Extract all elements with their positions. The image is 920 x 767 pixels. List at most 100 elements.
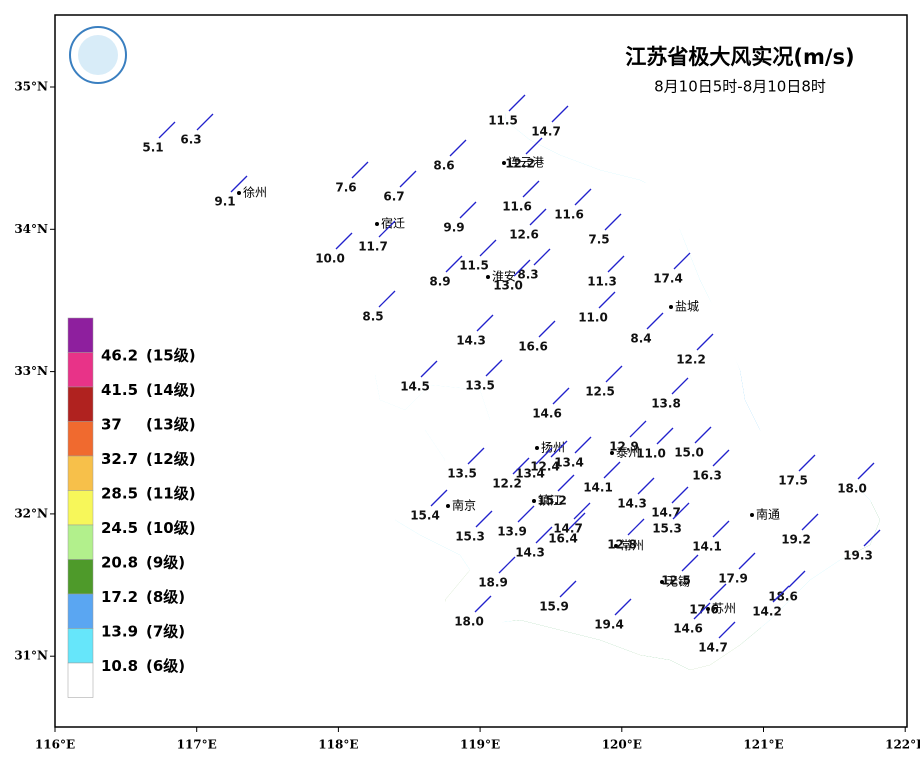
station-value: 14.5 — [400, 380, 430, 394]
station-value: 15.3 — [652, 522, 682, 536]
city-name: 泰州 — [616, 446, 640, 460]
city-dot — [486, 275, 490, 279]
wind-barb — [498, 556, 516, 574]
legend-swatch — [67, 386, 94, 422]
legend-swatch — [67, 524, 94, 560]
legend-swatch — [67, 421, 94, 457]
wind-barb — [607, 255, 625, 273]
station-value: 8.5 — [362, 310, 383, 324]
y-tick-label: 34°N — [14, 222, 48, 236]
wind-barb — [335, 232, 353, 250]
wind-barb — [712, 449, 730, 467]
wind-barb — [772, 585, 790, 603]
wind-barb — [445, 255, 463, 273]
city-dot — [535, 446, 539, 450]
city-name: 扬州 — [541, 440, 565, 455]
station-value: 7.6 — [335, 181, 356, 195]
wind-barb — [798, 454, 816, 472]
legend-level: (13级) — [146, 416, 196, 434]
station-value: 18.0 — [837, 482, 867, 496]
legend-level: (15级) — [146, 347, 196, 365]
wind-barb — [605, 365, 623, 383]
wind-barb — [508, 94, 526, 112]
legend-value: 46.2 — [101, 347, 138, 365]
wind-barb — [513, 259, 531, 277]
station-value: 18.9 — [478, 576, 508, 590]
station-value: 14.1 — [583, 481, 613, 495]
city-name: 淮安 — [492, 269, 516, 284]
wind-barb — [230, 175, 248, 193]
city-name: 盐城 — [675, 300, 699, 314]
station-value: 19.4 — [594, 618, 624, 632]
city-name: 无锡 — [666, 574, 690, 589]
logo-inner — [78, 35, 118, 75]
station-value: 16.4 — [548, 532, 578, 546]
station-value: 11.0 — [578, 311, 608, 325]
wind-barb — [694, 426, 712, 444]
city-dot — [669, 305, 673, 309]
city-dot — [446, 504, 450, 508]
station-value: 14.7 — [553, 522, 583, 536]
legend-value: 32.7 — [101, 450, 138, 468]
station-value: 19.2 — [781, 533, 811, 547]
station-value: 17.5 — [778, 474, 808, 488]
station-value: 12.2 — [492, 477, 522, 491]
x-tick-label: 119°E — [460, 738, 500, 752]
wind-barb — [512, 457, 530, 475]
legend-value: 28.5 — [101, 485, 138, 503]
wind-barb — [351, 161, 369, 179]
city-dot — [610, 451, 614, 455]
legend-swatch — [67, 317, 94, 353]
wind-barb — [788, 570, 806, 588]
station-value: 9.1 — [214, 195, 235, 209]
wind-barb — [538, 320, 556, 338]
city-dot — [502, 161, 506, 165]
city-dot — [706, 607, 710, 611]
wind-barb — [646, 312, 664, 330]
station-value: 12.2 — [676, 353, 706, 367]
legend-swatch — [67, 662, 94, 698]
wind-barb — [550, 440, 568, 458]
station-value: 11.5 — [459, 259, 489, 273]
wind-barb — [479, 239, 497, 257]
wind-barb — [801, 513, 819, 531]
legend-level: (6级) — [146, 657, 185, 675]
wind-barb — [552, 387, 570, 405]
station-value: 17.9 — [718, 572, 748, 586]
wind-barb — [693, 602, 711, 620]
wind-barb — [656, 427, 674, 445]
legend-value: 17.2 — [101, 588, 138, 606]
subtitle: 8月10日5时-8月10日8时 — [654, 78, 826, 96]
station-value: 17.4 — [653, 272, 683, 286]
station-value: 6.3 — [180, 133, 201, 147]
wind-barb — [533, 248, 551, 266]
station-value: 8.4 — [630, 332, 651, 346]
station-value: 13.4 — [554, 456, 584, 470]
station-value: 16.6 — [518, 340, 548, 354]
wind-barb — [573, 502, 591, 520]
wind-barb — [718, 621, 736, 639]
wind-barb — [430, 489, 448, 507]
city-dot — [237, 191, 241, 195]
station-value: 12.6 — [509, 228, 539, 242]
wind-barb — [574, 436, 592, 454]
station-value: 14.6 — [673, 622, 703, 636]
station-value: 12.4 — [530, 460, 560, 474]
legend-swatch — [67, 490, 94, 526]
wind-barb — [557, 474, 575, 492]
station-value: 13.0 — [493, 279, 523, 293]
legend-value: 10.8 — [101, 657, 138, 675]
wind-barb — [637, 477, 655, 495]
city-name: 常州 — [620, 539, 644, 553]
legend-level: (8级) — [146, 588, 185, 606]
city-dot — [750, 513, 754, 517]
station-value: 12.2 — [505, 157, 535, 171]
city-name: 南京 — [452, 498, 476, 513]
station-value: 13.9 — [497, 525, 527, 539]
city-dot — [660, 580, 664, 584]
station-value: 14.7 — [698, 641, 728, 655]
wind-barb — [696, 333, 714, 351]
y-tick-label: 31°N — [14, 649, 48, 663]
wind-barb — [196, 113, 214, 131]
station-value: 6.7 — [383, 190, 404, 204]
